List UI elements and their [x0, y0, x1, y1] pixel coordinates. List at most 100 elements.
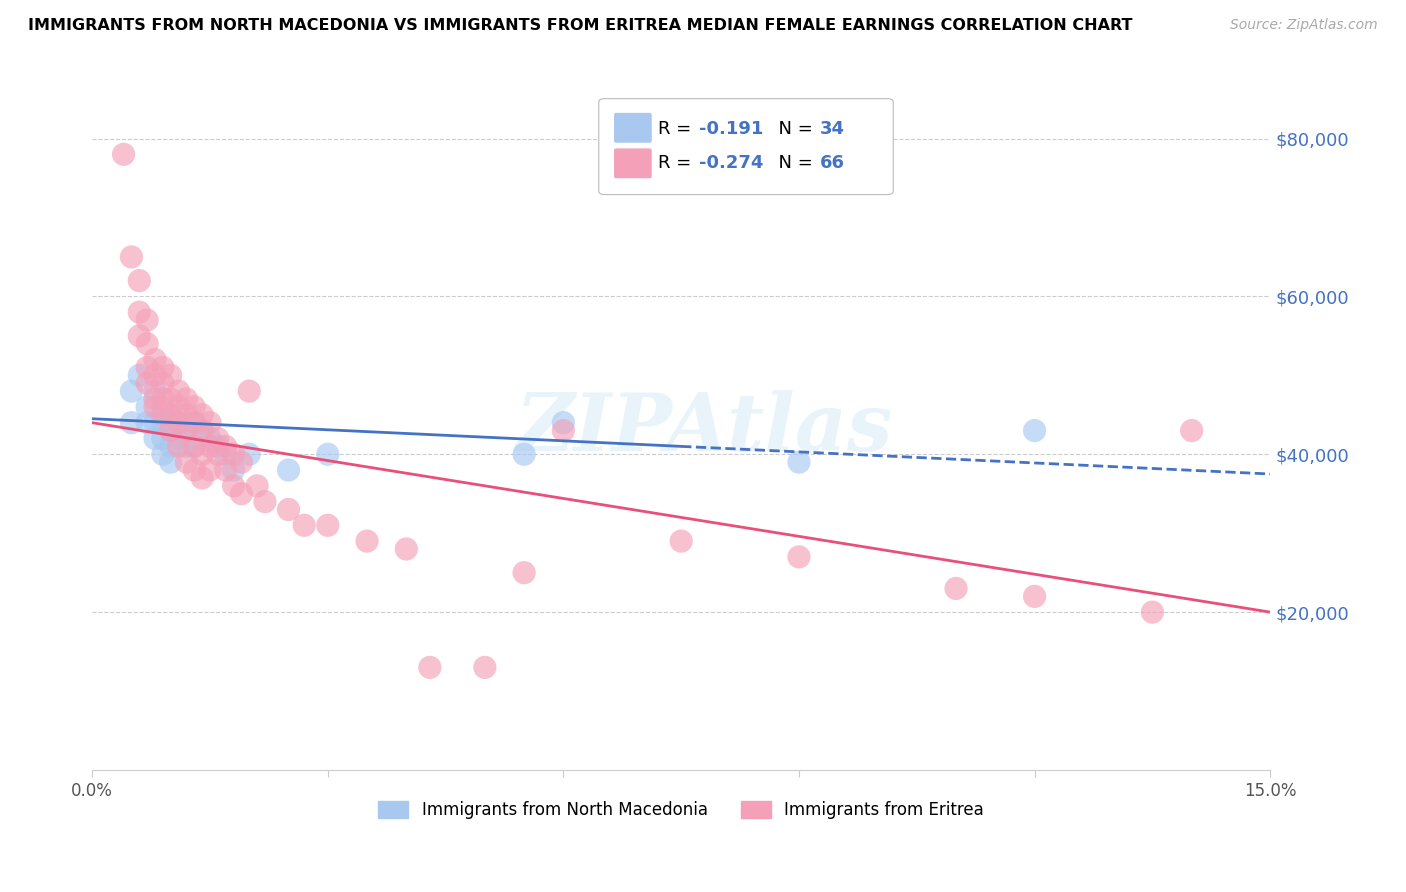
Point: [128, 305, 150, 319]
Point: [152, 376, 174, 391]
Point: [513, 447, 536, 461]
Point: [112, 147, 135, 161]
Point: [553, 416, 575, 430]
Point: [1024, 590, 1046, 604]
Point: [159, 455, 181, 469]
Point: [215, 463, 238, 477]
Point: [143, 400, 166, 414]
Point: [152, 400, 174, 414]
Text: 34: 34: [820, 120, 845, 137]
Point: [1024, 424, 1046, 438]
Point: [1142, 605, 1164, 619]
Point: [159, 424, 181, 438]
Point: [159, 439, 181, 453]
Text: N =: N =: [768, 120, 818, 137]
Point: [183, 439, 205, 453]
Text: Source: ZipAtlas.com: Source: ZipAtlas.com: [1230, 18, 1378, 32]
Point: [231, 455, 253, 469]
Text: -0.274: -0.274: [699, 154, 763, 172]
FancyBboxPatch shape: [614, 113, 652, 143]
Point: [238, 384, 260, 398]
Point: [474, 660, 496, 674]
Point: [159, 408, 181, 422]
Point: [152, 360, 174, 375]
Point: [183, 400, 205, 414]
Point: [316, 518, 339, 533]
Point: [207, 447, 229, 461]
Point: [787, 455, 810, 469]
Point: [176, 408, 198, 422]
Point: [395, 541, 418, 556]
FancyBboxPatch shape: [614, 148, 652, 178]
Point: [167, 432, 190, 446]
Point: [143, 416, 166, 430]
Point: [191, 447, 214, 461]
Point: [159, 392, 181, 406]
Point: [669, 534, 692, 549]
Point: [152, 432, 174, 446]
Point: [198, 463, 221, 477]
Point: [277, 502, 299, 516]
Point: [198, 416, 221, 430]
Point: [191, 408, 214, 422]
Text: -0.191: -0.191: [699, 120, 763, 137]
Point: [222, 479, 245, 493]
Point: [183, 439, 205, 453]
Point: [277, 463, 299, 477]
Point: [128, 274, 150, 288]
Point: [553, 424, 575, 438]
Point: [222, 447, 245, 461]
Point: [167, 439, 190, 453]
Point: [176, 424, 198, 438]
Point: [191, 424, 214, 438]
Text: N =: N =: [768, 154, 818, 172]
Point: [238, 447, 260, 461]
Point: [143, 432, 166, 446]
Point: [167, 416, 190, 430]
Point: [143, 352, 166, 367]
Point: [167, 416, 190, 430]
Point: [136, 336, 159, 351]
Point: [183, 463, 205, 477]
Text: IMMIGRANTS FROM NORTH MACEDONIA VS IMMIGRANTS FROM ERITREA MEDIAN FEMALE EARNING: IMMIGRANTS FROM NORTH MACEDONIA VS IMMIG…: [28, 18, 1133, 33]
Point: [1181, 424, 1204, 438]
Point: [198, 432, 221, 446]
Point: [215, 447, 238, 461]
Point: [143, 368, 166, 383]
Point: [136, 416, 159, 430]
Point: [198, 439, 221, 453]
Legend: Immigrants from North Macedonia, Immigrants from Eritrea: Immigrants from North Macedonia, Immigra…: [371, 794, 991, 826]
Point: [207, 432, 229, 446]
Point: [167, 384, 190, 398]
Point: [183, 416, 205, 430]
Point: [136, 376, 159, 391]
Point: [120, 250, 142, 264]
Point: [159, 424, 181, 438]
Point: [176, 424, 198, 438]
Text: R =: R =: [658, 154, 696, 172]
Y-axis label: Median Female Earnings: Median Female Earnings: [0, 313, 8, 516]
Point: [222, 463, 245, 477]
Point: [152, 416, 174, 430]
Point: [292, 518, 315, 533]
Point: [176, 455, 198, 469]
Point: [176, 439, 198, 453]
Text: ZIPAtlas: ZIPAtlas: [516, 391, 893, 467]
Text: R =: R =: [658, 120, 696, 137]
Point: [316, 447, 339, 461]
Point: [215, 439, 238, 453]
Point: [419, 660, 441, 674]
Point: [513, 566, 536, 580]
Point: [183, 416, 205, 430]
Point: [159, 408, 181, 422]
Point: [191, 424, 214, 438]
Point: [159, 368, 181, 383]
Point: [152, 408, 174, 422]
Point: [128, 329, 150, 343]
Point: [152, 392, 174, 406]
Point: [253, 494, 276, 508]
Point: [136, 313, 159, 327]
Point: [945, 582, 967, 596]
Point: [176, 392, 198, 406]
Text: 66: 66: [820, 154, 845, 172]
